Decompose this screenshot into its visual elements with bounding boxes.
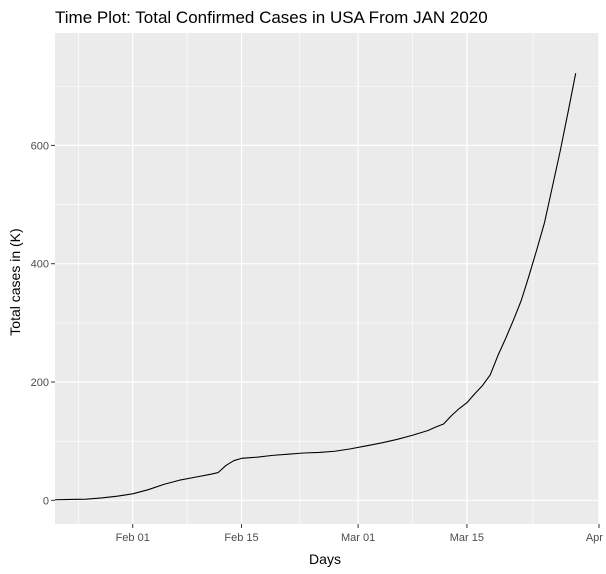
series-layer — [54, 73, 577, 501]
x-axis-title: Days — [309, 551, 341, 567]
x-tick-label: Apr 0 — [586, 532, 606, 544]
x-tick-label: Mar 01 — [341, 532, 375, 544]
y-tick-label: 0 — [43, 495, 49, 507]
tick-layer: Feb 01 Feb 15 Mar 01 Mar 15 Apr 0 0 200 400 600 — [31, 140, 606, 544]
x-tick-label: Feb 01 — [116, 532, 150, 544]
chart-title: Time Plot: Total Confirmed Cases in USA … — [55, 8, 488, 27]
grid-lines — [55, 33, 600, 524]
series-line — [54, 73, 577, 501]
x-tick-label: Mar 15 — [450, 532, 484, 544]
y-axis-title: Total cases in (K) — [7, 228, 23, 335]
x-tick-label: Feb 15 — [224, 532, 258, 544]
y-tick-label: 400 — [31, 259, 49, 271]
y-tick-label: 200 — [31, 377, 49, 389]
y-tick-label: 600 — [31, 140, 49, 152]
plot-panel — [55, 33, 599, 524]
